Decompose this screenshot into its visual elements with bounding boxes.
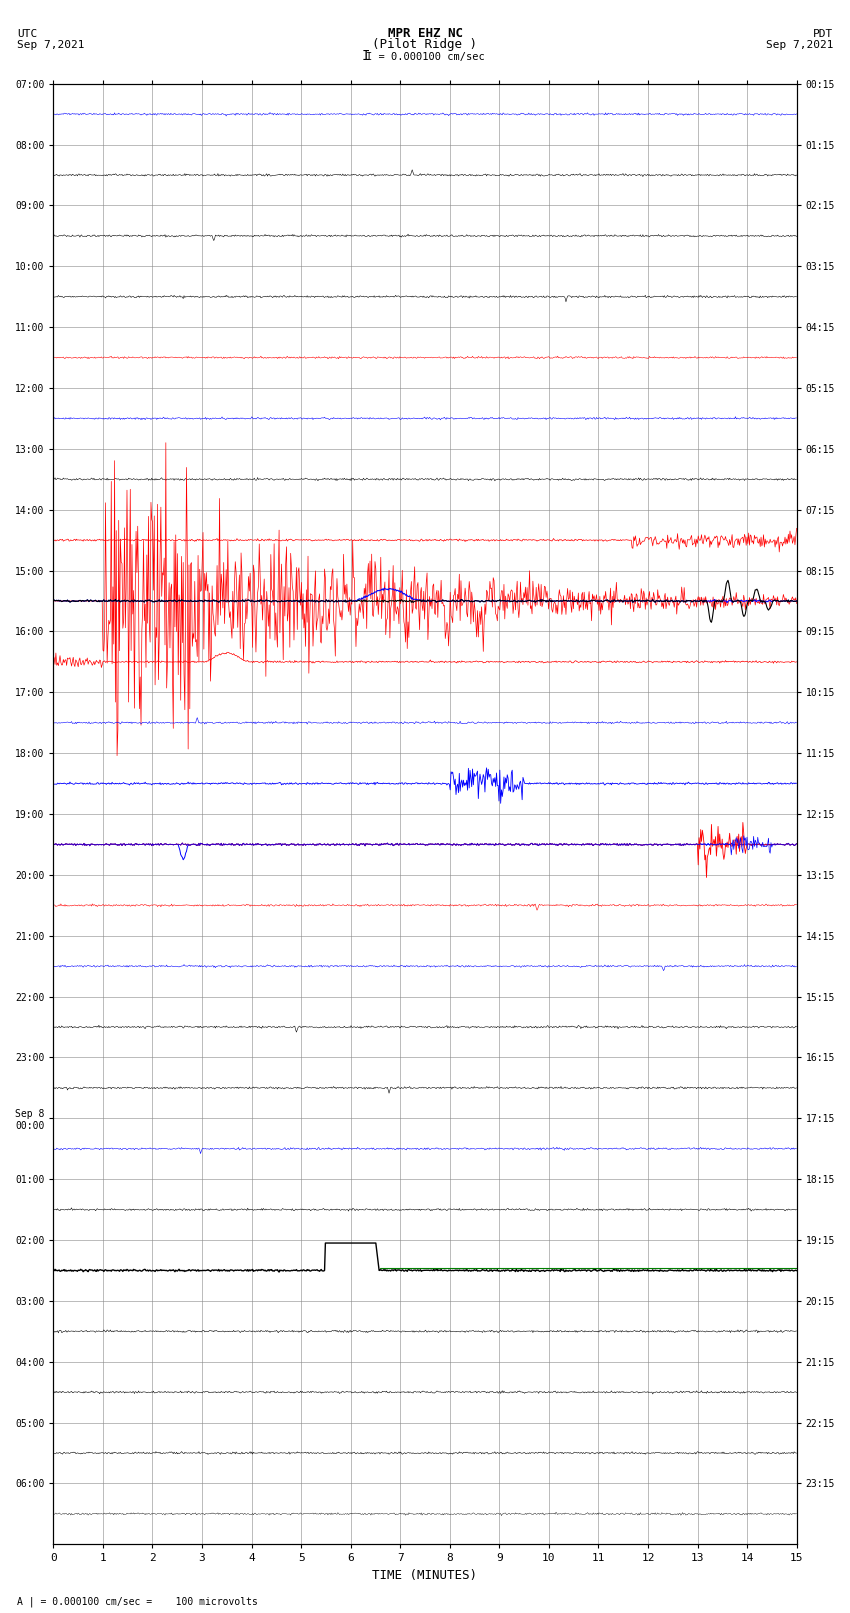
Text: I: I xyxy=(361,48,370,63)
Text: MPR EHZ NC: MPR EHZ NC xyxy=(388,27,462,40)
Text: (Pilot Ridge ): (Pilot Ridge ) xyxy=(372,39,478,52)
Text: A | = 0.000100 cm/sec =    100 microvolts: A | = 0.000100 cm/sec = 100 microvolts xyxy=(17,1597,258,1608)
Text: UTC: UTC xyxy=(17,29,37,39)
Text: I = 0.000100 cm/sec: I = 0.000100 cm/sec xyxy=(366,52,484,61)
Text: Sep 7,2021: Sep 7,2021 xyxy=(17,40,84,50)
X-axis label: TIME (MINUTES): TIME (MINUTES) xyxy=(372,1569,478,1582)
Text: Sep 7,2021: Sep 7,2021 xyxy=(766,40,833,50)
Text: PDT: PDT xyxy=(813,29,833,39)
